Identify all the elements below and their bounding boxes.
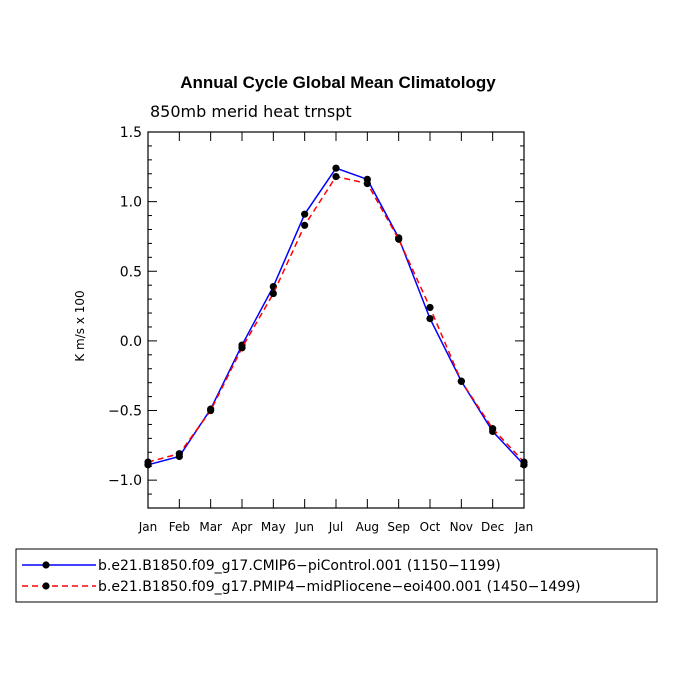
data-point: [363, 179, 371, 188]
x-tick-label: Dec: [481, 520, 504, 534]
y-tick-label: −0.5: [108, 404, 142, 420]
chart-subtitle: 850mb merid heat trnspt: [150, 102, 352, 121]
x-tick-label: Mar: [199, 520, 222, 534]
x-tick-label: Jan: [514, 520, 534, 534]
chart-title: Annual Cycle Global Mean Climatology: [180, 73, 496, 92]
data-point: [426, 315, 434, 323]
x-tick-label: May: [261, 520, 286, 534]
y-tick-label: 0.0: [120, 334, 142, 350]
data-point: [238, 344, 246, 352]
data-point: [301, 221, 309, 229]
y-tick-label: 1.5: [120, 125, 142, 141]
x-tick-label: Aug: [356, 520, 379, 534]
y-axis-ticks: −1.0 −0.5 0.0 0.5 1.0 1.5: [108, 125, 524, 509]
data-point: [301, 210, 309, 218]
data-point: [207, 406, 215, 415]
legend-label: b.e21.B1850.f09_g17.PMIP4−midPliocene−eo…: [98, 579, 581, 595]
data-point: [332, 172, 340, 181]
x-tick-label: Jun: [294, 520, 314, 534]
series-2: [144, 172, 528, 466]
legend-marker: [42, 561, 50, 569]
legend-box: [15, 548, 658, 603]
data-point: [175, 450, 183, 458]
data-point: [332, 164, 340, 172]
y-tick-label: 0.5: [120, 264, 142, 280]
x-tick-label: Nov: [450, 520, 473, 534]
data-point: [489, 425, 497, 433]
legend-entry-1: b.e21.B1850.f09_g17.CMIP6−piControl.001 …: [22, 558, 501, 574]
series-layer: [144, 164, 528, 469]
legend-entry-2: b.e21.B1850.f09_g17.PMIP4−midPliocene−eo…: [22, 579, 581, 595]
x-tick-label: Jul: [328, 520, 343, 534]
legend-marker: [42, 582, 50, 590]
x-tick-label: Feb: [169, 520, 190, 534]
x-axis-ticks: Jan Feb Mar Apr May Jun Jul Aug Sep Oct Nov Dec Jan: [138, 132, 534, 534]
data-point: [520, 458, 528, 466]
x-tick-label: Oct: [420, 520, 441, 534]
data-point: [269, 289, 277, 298]
y-tick-label: −1.0: [108, 473, 142, 489]
data-point: [395, 235, 403, 243]
x-tick-label: Sep: [387, 520, 410, 534]
y-axis-label: K m/s x 100: [73, 290, 87, 361]
x-tick-label: Jan: [138, 520, 158, 534]
data-point: [426, 303, 434, 312]
series-line: [147, 175, 525, 463]
legend-label: b.e21.B1850.f09_g17.CMIP6−piControl.001 …: [98, 558, 501, 574]
x-tick-label: Apr: [232, 520, 253, 534]
legend: b.e21.B1850.f09_g17.CMIP6−piControl.001 …: [22, 558, 581, 595]
plot-frame: [147, 131, 525, 509]
data-point: [457, 377, 465, 385]
data-point: [144, 458, 152, 466]
y-tick-label: 1.0: [120, 195, 142, 211]
